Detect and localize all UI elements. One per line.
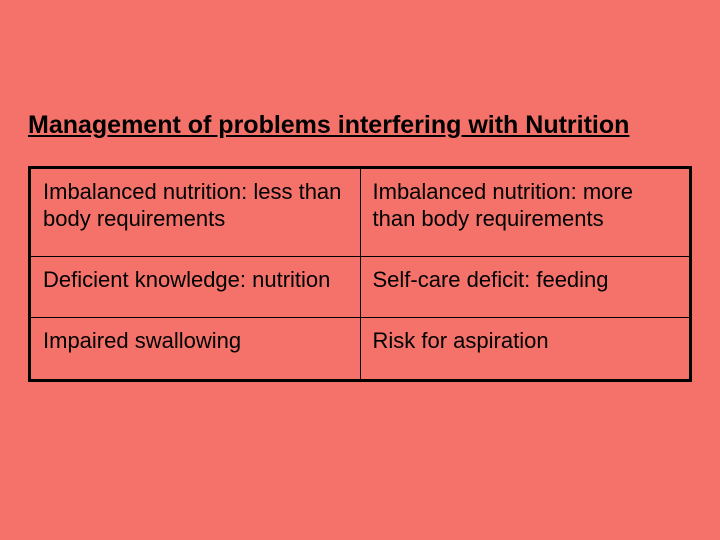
table-cell: Risk for aspiration — [360, 318, 690, 379]
table-cell: Imbalanced nutrition: more than body req… — [360, 169, 690, 257]
table-row: Impaired swallowing Risk for aspiration — [31, 318, 690, 379]
table-cell: Impaired swallowing — [31, 318, 361, 379]
table-cell: Self-care deficit: feeding — [360, 257, 690, 318]
slide-title: Management of problems interfering with … — [28, 110, 692, 141]
table-cell: Imbalanced nutrition: less than body req… — [31, 169, 361, 257]
slide-container: Management of problems interfering with … — [0, 0, 720, 540]
content-table: Imbalanced nutrition: less than body req… — [30, 168, 690, 380]
table-row: Deficient knowledge: nutrition Self-care… — [31, 257, 690, 318]
content-table-wrap: Imbalanced nutrition: less than body req… — [28, 166, 692, 382]
table-row: Imbalanced nutrition: less than body req… — [31, 169, 690, 257]
table-cell: Deficient knowledge: nutrition — [31, 257, 361, 318]
